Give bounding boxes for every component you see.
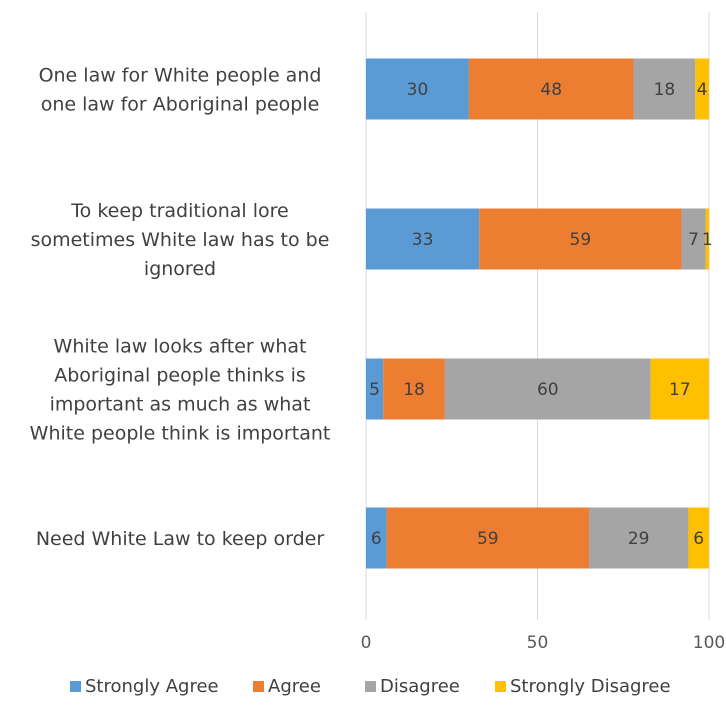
category-labels: One law for White people and one law for … [30,65,331,551]
category-label: To keep traditional lore sometimes White … [31,200,330,280]
legend-label: Strongly Disagree [510,676,671,697]
data-label: 29 [628,529,650,549]
data-label: 7 [688,230,699,250]
x-tick-label: 100 [693,633,725,653]
legend-label: Agree [268,676,321,697]
data-label: 6 [371,529,382,549]
data-label: 18 [654,80,676,100]
data-label: 6 [693,529,704,549]
legend-swatch [253,681,264,692]
x-tick-label: 50 [527,633,549,653]
data-label: 4 [697,80,708,100]
data-label: 60 [537,380,559,400]
legend-label: Strongly Agree [85,676,219,697]
data-label: 59 [570,230,592,250]
category-label: One law for White people and one law for … [39,65,322,116]
category-label: White law looks after what Aboriginal peo… [30,336,331,445]
data-label: 18 [403,380,425,400]
x-tick-label: 0 [361,633,372,653]
legend-swatch [495,681,506,692]
data-label: 17 [669,380,691,400]
legend-swatch [70,681,81,692]
legend: Strongly Agree Agree Disagree Strongly Disa… [70,676,671,697]
data-labels: 30 48 18 4 33 59 7 1 5 18 60 17 6 59 29 6 [369,80,713,549]
category-label: Need White Law to keep order [36,528,325,550]
data-label: 5 [369,380,380,400]
legend-label: Disagree [380,676,460,697]
data-label: 1 [702,230,713,250]
data-label: 33 [412,230,434,250]
legend-swatch [365,681,376,692]
data-label: 30 [407,80,429,100]
data-label: 48 [540,80,562,100]
data-label: 59 [477,529,499,549]
x-axis-ticks: 0 50 100 [361,633,726,653]
